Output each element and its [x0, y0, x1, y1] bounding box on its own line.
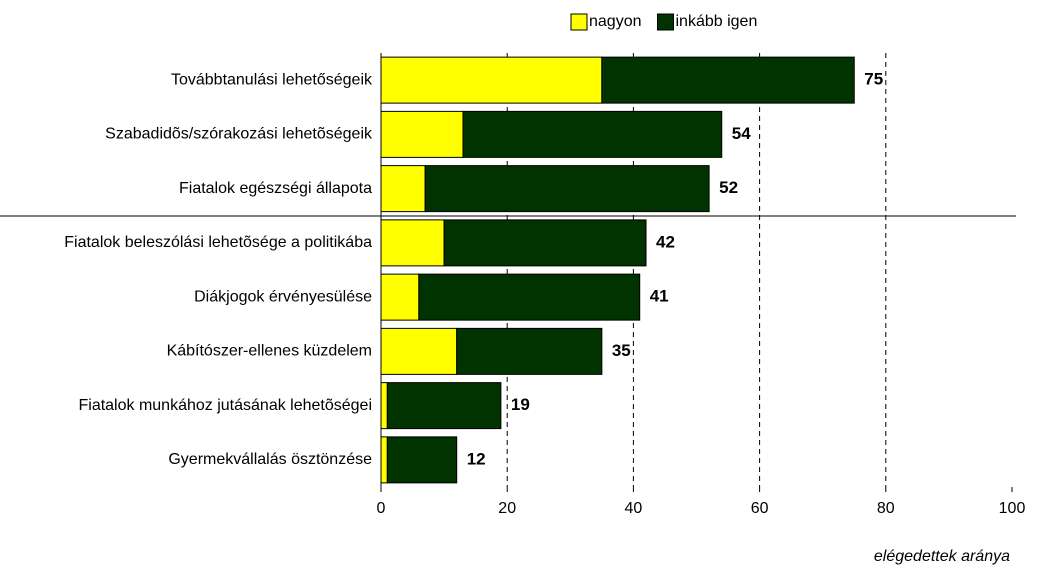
x-tick-label: 20	[498, 500, 516, 517]
bar-segment	[386, 382, 502, 430]
bar-segment	[380, 219, 445, 267]
bar-segment	[456, 327, 603, 375]
y-tick-label: Fiatalok beleszólási lehetõsége a politi…	[64, 234, 372, 251]
bar-segment	[601, 56, 855, 104]
legend-swatch	[657, 13, 674, 31]
x-tick-label: 60	[751, 500, 769, 517]
bar-segment	[380, 436, 388, 484]
bar-segment	[380, 382, 388, 430]
bar-segment	[380, 56, 603, 104]
bar-segment	[380, 327, 458, 375]
x-tick-label: 100	[999, 500, 1026, 517]
data-label: 52	[719, 178, 738, 197]
bar-segment	[462, 110, 723, 158]
data-label: 54	[732, 124, 751, 143]
legend-swatch	[570, 13, 588, 31]
bar-segment	[386, 436, 458, 484]
data-label: 75	[864, 70, 883, 89]
data-label: 42	[656, 232, 675, 251]
legend-label: nagyon	[589, 13, 642, 30]
x-axis-title: elégedettek aránya	[874, 548, 1010, 565]
y-tick-label: Továbbtanulási lehetőségeik	[171, 71, 373, 88]
bar-segment	[443, 219, 647, 267]
x-tick-label: 80	[877, 500, 895, 517]
data-label: 19	[511, 395, 530, 414]
x-tick-label: 40	[625, 500, 643, 517]
bar-segment	[424, 165, 710, 213]
y-tick-label: Fiatalok munkához jutásának lehetõségei	[78, 397, 372, 414]
y-tick-label: Fiatalok egészségi állapota	[179, 180, 372, 197]
bar-segment	[380, 165, 426, 213]
x-tick-label: 0	[377, 500, 386, 517]
bar-segment	[380, 273, 420, 321]
y-tick-label: Szabadidõs/szórakozási lehetõségeik	[105, 126, 373, 143]
bar-segment	[418, 273, 641, 321]
bar-segment	[380, 110, 464, 158]
data-label: 41	[650, 287, 669, 306]
data-label: 12	[467, 449, 486, 468]
data-label: 35	[612, 341, 631, 360]
y-tick-label: Kábítószer-ellenes küzdelem	[167, 343, 372, 360]
y-tick-label: Gyermekvállalás ösztönzése	[168, 451, 372, 468]
legend-label: inkább igen	[676, 13, 758, 30]
y-tick-label: Diákjogok érvényesülése	[194, 288, 372, 305]
